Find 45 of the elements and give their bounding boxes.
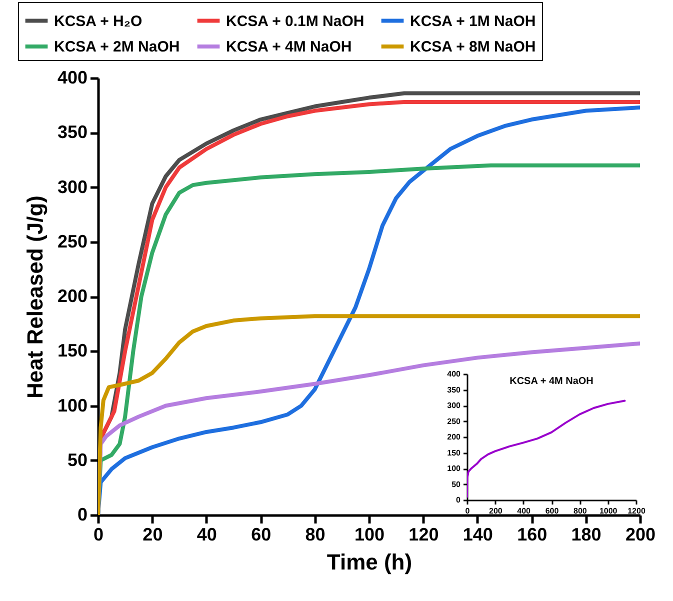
x-tick-label: 1200 (628, 506, 646, 516)
y-tick-label: 400 (57, 68, 88, 88)
y-tick-label: 200 (447, 432, 462, 442)
y-tick-label: 100 (447, 464, 462, 473)
x-axis-title: Time (h) (326, 550, 412, 574)
x-tick-label: 1000 (599, 506, 618, 516)
x-tick-label: 800 (573, 506, 588, 516)
y-tick-label: 200 (57, 286, 88, 306)
x-tick-label: 200 (625, 524, 656, 544)
x-tick-label: 160 (517, 524, 548, 544)
y-tick-label: 350 (447, 385, 462, 394)
y-tick-label: 400 (447, 370, 462, 378)
legend-label: KCSA + 2M NaOH (54, 38, 180, 56)
x-tick-label: 20 (142, 524, 163, 544)
legend-label: KCSA + 0.1M NaOH (226, 12, 364, 30)
legend-label: KCSA + 8M NaOH (410, 38, 536, 56)
y-tick-label: 300 (447, 401, 462, 410)
y-axis-title: Heat Released (J/g) (22, 196, 48, 398)
y-tick-label: 250 (447, 416, 462, 426)
y-tick-label: 50 (452, 480, 462, 489)
x-tick-label: 140 (462, 524, 493, 544)
y-tick-label: 350 (57, 122, 88, 142)
x-tick-label: 80 (305, 524, 326, 544)
x-tick-label: 100 (354, 524, 385, 544)
x-tick-label: 120 (408, 524, 439, 544)
y-tick-label: 300 (57, 176, 88, 197)
legend-label: KCSA + 4M NaOH (226, 38, 352, 56)
y-tick-label: 150 (447, 448, 462, 458)
x-tick-label: 400 (517, 506, 532, 516)
x-tick-label: 60 (251, 524, 272, 544)
chart-title: KCSA + 4M NaOH (510, 376, 594, 387)
x-tick-label: 40 (196, 524, 217, 544)
y-tick-label: 150 (57, 340, 88, 361)
legend-label: KCSA + H₂O (54, 12, 143, 30)
x-tick-label: 600 (545, 506, 560, 516)
x-tick-label: 0 (93, 524, 104, 544)
y-tick-label: 100 (57, 395, 88, 416)
x-tick-label: 180 (571, 524, 602, 544)
y-tick-label: 250 (57, 231, 88, 252)
line-series (467, 400, 626, 498)
legend-label: KCSA + 1M NaOH (410, 12, 536, 30)
x-tick-label: 200 (488, 506, 503, 516)
x-tick-label: 0 (465, 506, 470, 516)
y-tick-label: 50 (67, 450, 88, 470)
y-tick-label: 0 (456, 496, 462, 504)
